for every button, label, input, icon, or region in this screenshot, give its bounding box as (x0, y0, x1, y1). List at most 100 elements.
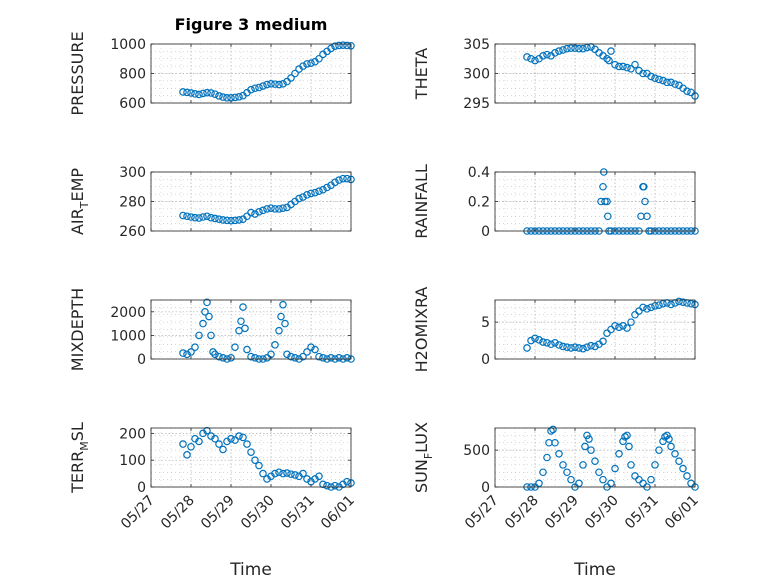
data-point (187, 213, 195, 221)
data-point (647, 303, 655, 312)
y-tick-label: 260 (119, 224, 146, 240)
axes-box (494, 299, 696, 360)
data-point (183, 212, 191, 221)
data-point (523, 53, 531, 61)
data-point (679, 464, 687, 473)
data-point (219, 216, 227, 224)
data-point (615, 62, 623, 71)
data-point (237, 317, 245, 326)
data-point (581, 442, 589, 451)
data-point (651, 74, 659, 83)
data-point (259, 469, 267, 478)
data-point (179, 211, 187, 220)
subplot-h2omixra: 0 5 H2OMIXRA (412, 287, 699, 373)
data-point (259, 82, 267, 90)
data-point (299, 469, 307, 478)
data-point (343, 174, 351, 183)
data-point (243, 345, 251, 354)
y-axis-label: SUNFLUX (412, 422, 435, 493)
y-axis-label: RAINFALL (412, 164, 431, 239)
x-tick-label: 05/27 (462, 493, 502, 533)
data-point (591, 342, 599, 351)
data-point (603, 197, 611, 206)
data-point (655, 75, 663, 84)
data-point (259, 206, 267, 215)
data-point (535, 479, 543, 488)
data-point (251, 456, 259, 464)
data-point (231, 93, 239, 102)
data-point (327, 354, 335, 362)
data-point (331, 481, 339, 490)
data-point (315, 187, 323, 195)
data-point (551, 438, 559, 447)
y-tick-label: 0 (137, 480, 146, 496)
data-point (215, 215, 223, 224)
data-point (299, 62, 307, 70)
data-point (263, 205, 271, 213)
data-point (299, 352, 307, 361)
x-axis-label-right: Time (573, 560, 616, 580)
data-point (251, 354, 259, 362)
x-tick-label: 05/30 (582, 493, 622, 533)
data-point (209, 348, 217, 356)
y-axis-label: TERRMSL (68, 422, 91, 494)
x-tick-label: 05/27 (118, 493, 158, 533)
data-point (643, 212, 651, 221)
data-point (547, 340, 555, 349)
axes-box (494, 427, 696, 488)
data-point (287, 352, 295, 361)
data-point (647, 72, 655, 81)
y-axis-label: AIRTEMP (68, 168, 91, 235)
data-point (247, 352, 255, 361)
y-tick-label: 600 (119, 96, 146, 112)
data-point (631, 60, 639, 69)
data-point (605, 56, 613, 65)
y-axis-label-part: LUX (412, 422, 431, 453)
data-point (621, 433, 629, 441)
data-point (311, 188, 319, 197)
data-point (239, 303, 247, 311)
x-tick-label: 05/30 (238, 493, 278, 533)
data-point (191, 90, 199, 98)
data-point (179, 88, 187, 96)
x-axis-label-left: Time (229, 560, 272, 580)
data-point (343, 477, 351, 486)
data-point (231, 436, 239, 444)
subplot-theta: 295 300 305 THETA (412, 37, 699, 112)
data-point (319, 354, 327, 362)
data-point (603, 54, 611, 63)
data-point (335, 41, 343, 50)
y-tick-label: 300 (119, 165, 146, 181)
data-point (279, 469, 287, 478)
data-point (241, 324, 249, 333)
data-point (215, 352, 223, 361)
data-point (267, 204, 275, 212)
y-tick-label: 1000 (110, 328, 146, 344)
data-point (607, 47, 615, 55)
data-point (339, 174, 347, 183)
data-point (585, 435, 593, 443)
y-tick-label: 0.4 (468, 165, 490, 181)
data-point (195, 437, 203, 446)
data-point (205, 312, 213, 321)
data-point (243, 440, 251, 448)
data-point (667, 78, 675, 87)
y-tick-label: 305 (463, 37, 490, 53)
data-point (623, 431, 631, 440)
data-point (307, 343, 315, 352)
data-point (663, 431, 671, 440)
data-point (195, 331, 203, 340)
data-point (559, 46, 567, 54)
y-axis-label: H2OMIXRA (412, 287, 431, 373)
y-tick-label: 0.2 (468, 195, 490, 211)
subplot-rainfall: 0 0.2 0.4 RAINFALL (412, 164, 699, 240)
data-point (191, 343, 199, 352)
data-point (647, 475, 655, 484)
axes-box (150, 427, 352, 488)
y-axis-label-subscript: F (422, 453, 435, 459)
data-point (255, 208, 263, 216)
data-point (575, 479, 583, 488)
data-point (639, 303, 647, 312)
data-point (307, 189, 315, 198)
y-tick-label: 500 (463, 443, 490, 459)
